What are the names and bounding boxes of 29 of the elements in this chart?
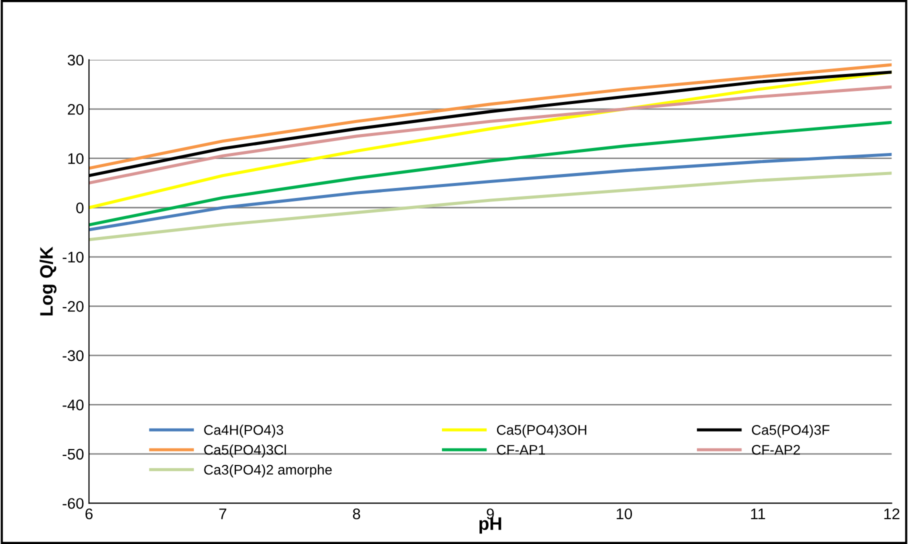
legend-label: Ca3(PO4)2 amorphe	[204, 464, 332, 478]
legend-label: Ca5(PO4)3Cl	[204, 444, 286, 458]
line-series	[88, 120, 892, 226]
y-tick-label: 20	[68, 104, 84, 115]
y-tick-label: -60	[62, 498, 84, 509]
x-tick-label: 12	[884, 508, 900, 520]
line-series	[88, 85, 892, 185]
y-tick-label: -40	[62, 400, 84, 410]
legend-label: Ca5(PO4)3F	[752, 424, 830, 438]
line-series	[88, 172, 892, 242]
x-tick-label: 10	[616, 508, 632, 520]
y-tick-label: -20	[62, 301, 84, 312]
y-tick-label: -10	[62, 252, 84, 263]
x-tick-label: 7	[219, 508, 226, 520]
x-tick-label: 8	[352, 508, 360, 520]
y-tick-label: 0	[76, 202, 84, 214]
legend-label: CF-AP1	[496, 444, 545, 455]
y-axis-title: Log Q/K	[40, 246, 56, 316]
y-tick-label: -50	[62, 448, 84, 460]
legend-label: Ca5(PO4)3OH	[496, 424, 586, 438]
y-tick-label: 10	[68, 153, 84, 164]
x-tick-label: 6	[86, 508, 93, 520]
y-tick-label: 30	[68, 54, 84, 66]
line-series	[88, 152, 892, 232]
y-tick-label: -30	[62, 350, 84, 362]
legend-label: Ca4H(PO4)3	[204, 424, 284, 438]
x-tick-label: 11	[751, 508, 766, 520]
legend-label: CF-AP2	[752, 444, 800, 455]
x-axis-title: pH	[479, 517, 502, 534]
